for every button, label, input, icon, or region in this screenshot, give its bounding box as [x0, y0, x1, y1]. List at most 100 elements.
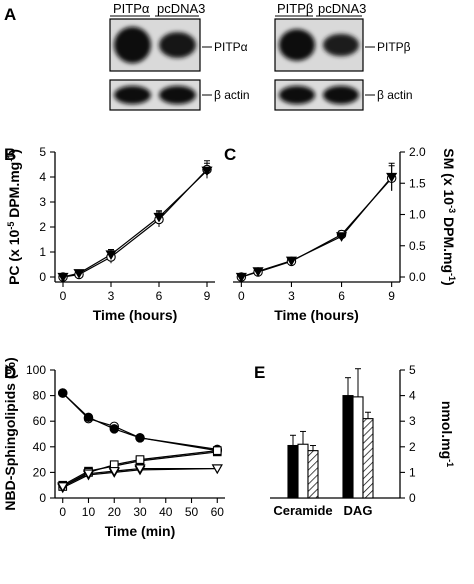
blot-2-lower-bands: [278, 85, 360, 105]
chart-e-bar-ceramide-1: [287, 444, 299, 499]
blot-1-lower-band-2: [159, 85, 196, 105]
chart-e-bar-dag-1: [342, 395, 354, 499]
chart-b-series-2-line: [62, 170, 208, 278]
blot-1-lower-label: β actin: [214, 88, 250, 102]
blot-1-upper-bands: [114, 26, 196, 64]
chart-d-x-tick-label-1: 0: [59, 505, 66, 519]
chart-c-y-axis-title: SM (x 10-3 DPM.mg-1): [441, 148, 457, 285]
chart-e-bar-ceramide-2: [297, 443, 309, 499]
chart-d-series-6-point-4: [134, 464, 146, 475]
panel-letter-e: E: [254, 363, 265, 382]
chart-c-x-tick-label-1: 0: [238, 289, 245, 303]
chart-d-series-2-point-2: [83, 412, 94, 423]
chart-b-x-tick-label-4: 9: [204, 289, 211, 303]
chart-d-series-2-point-3: [109, 424, 119, 434]
chart-b-y-tick-label-6: 5: [39, 145, 46, 159]
chart-d-series-4-point-5: [212, 446, 222, 455]
chart-b-series-2-point-4: [153, 212, 165, 223]
chart-b-x-tick-label-3: 6: [156, 289, 163, 303]
chart-b-series-2-point-2: [73, 269, 85, 279]
chart-d-x-tick-label-6: 50: [185, 505, 199, 519]
chart-d-x-tick-label-5: 40: [159, 505, 173, 519]
chart-c-y-tick-label-4: 1.5: [409, 176, 426, 190]
chart-c-y-tick-label-5: 2.0: [409, 145, 426, 159]
blot-1-column-2: pcDNA3: [157, 1, 205, 16]
chart-d-series-2-point-1: [58, 388, 68, 398]
chart-c-sm-time: 0 3 6 9 0.0 0.5 1.0 1.5 2.0 Time (hours) SM (x 10-…: [233, 145, 457, 323]
chart-c-series-2-line: [241, 176, 393, 278]
blot-2-column-2: pcDNA3: [318, 1, 366, 16]
chart-c-x-tick-label-2: 3: [288, 289, 295, 303]
chart-d-series-6-point-1: [57, 482, 69, 492]
chart-c-x-axis-title: Time (hours): [274, 307, 359, 323]
chart-b-y-tick-label-2: 1: [39, 245, 46, 259]
blot-2-column-1: PITPβ: [277, 1, 313, 16]
chart-b-y-tick-label-5: 4: [39, 170, 46, 184]
chart-b-x-axis-title: Time (hours): [93, 307, 178, 323]
chart-e-bar-dag-2: [352, 396, 364, 499]
chart-c-series-2-point-1: [235, 272, 247, 283]
chart-b-series-2-point-1: [57, 272, 69, 283]
chart-e-bar-ceramide-3: [307, 450, 319, 499]
chart-d-y-tick-label-2: 20: [33, 465, 47, 479]
chart-d-x-tick-label-3: 20: [108, 505, 122, 519]
chart-d-x-axis-title: Time (min): [105, 523, 176, 539]
chart-c-y-tick-label-3: 1.0: [409, 208, 426, 222]
chart-b-y-tick-label-4: 3: [39, 195, 46, 209]
chart-c-series-2-point-2: [252, 267, 264, 277]
chart-d-series-6-point-2: [82, 469, 95, 480]
blot-2-lower-band-1: [278, 85, 316, 105]
chart-e-y-axis-title: nmol.mg-1: [439, 401, 455, 467]
blot-1-upper-band-2: [159, 32, 196, 58]
blot-2-upper-band-1: [278, 29, 316, 61]
chart-d-series-2-point-4: [135, 433, 145, 443]
chart-b-y-tick-label-1: 0: [39, 270, 46, 284]
chart-c-y-tick-label-2: 0.5: [409, 239, 426, 253]
blot-2-upper-label: PITPβ: [377, 40, 411, 54]
chart-d-y-tick-label-3: 40: [33, 440, 47, 454]
chart-d-y-tick-label-4: 60: [33, 414, 47, 428]
blot-2-upper-bands: [278, 29, 360, 61]
chart-d-x-tick-label-7: 60: [211, 505, 225, 519]
panel-letter-d: D: [4, 363, 16, 382]
chart-e-bar-dag-3: [362, 418, 374, 499]
chart-c-series-2-point-5: [386, 172, 398, 183]
chart-b-series-2-point-3: [105, 250, 117, 261]
chart-d-y-tick-label-5: 80: [33, 389, 47, 403]
chart-d-series-4-point-4: [135, 455, 145, 464]
chart-c-x-tick-label-4: 9: [388, 289, 395, 303]
chart-e-ceramide-dag: 0 1 2 3 4 5 nmol.mg-1 Ceramide DAG: [270, 363, 455, 518]
chart-d-x-tick-label-2: 10: [82, 505, 96, 519]
chart-b-y-tick-label-3: 2: [39, 220, 46, 234]
chart-d-y-tick-label-6: 100: [26, 363, 46, 377]
chart-b-x-tick-label-2: 3: [108, 289, 115, 303]
blot-1-lower-band-1: [114, 85, 151, 105]
chart-d-series-6-point-3: [108, 466, 120, 477]
chart-c-series-1-line: [241, 177, 393, 278]
blot-1-lower-bands: [114, 85, 196, 105]
chart-d-x-tick-label-4: 30: [133, 505, 147, 519]
blot-1-upper-band-1: [114, 26, 151, 64]
chart-d-series-6-point-5: [211, 464, 223, 475]
chart-d-nbd-sphingolipids: 0 10 20 30 40 50 60 0 20 40 60 80 100 Time (min) NBD-S…: [2, 357, 225, 539]
blot-2-lower-band-2: [322, 85, 360, 105]
blot-1-upper-label: PITPα: [214, 40, 248, 54]
blot-1-column-1: PITPα: [113, 1, 150, 16]
chart-e-y-tick-label-6: 5: [409, 363, 416, 377]
chart-e-category-label-2: DAG: [344, 503, 373, 518]
chart-e-y-tick-label-5: 4: [409, 389, 416, 403]
chart-c-series-2-point-3: [285, 256, 298, 267]
chart-d-y-tick-label-1: 0: [39, 491, 46, 505]
blot-2-upper-band-2: [322, 33, 360, 57]
chart-d-y-axis-title: NBD-Sphingolipids (%): [2, 357, 18, 510]
chart-e-y-tick-label-3: 2: [409, 440, 416, 454]
chart-b-series-2-point-5: [201, 166, 213, 177]
blot-2-lower-label: β actin: [377, 88, 413, 102]
panel-letter-b: B: [4, 145, 16, 164]
chart-e-y-tick-label-2: 1: [409, 465, 416, 479]
chart-b-pc-time: 0 3 6 9 0 1 2 3 4 5 Time (hours) PC (x 10-5 DPM.mg-…: [6, 145, 215, 323]
panel-letter-c: C: [224, 145, 236, 164]
chart-b-x-tick-label-1: 0: [60, 289, 67, 303]
chart-c-x-tick-label-3: 6: [338, 289, 345, 303]
chart-e-category-label-1: Ceramide: [273, 503, 332, 518]
